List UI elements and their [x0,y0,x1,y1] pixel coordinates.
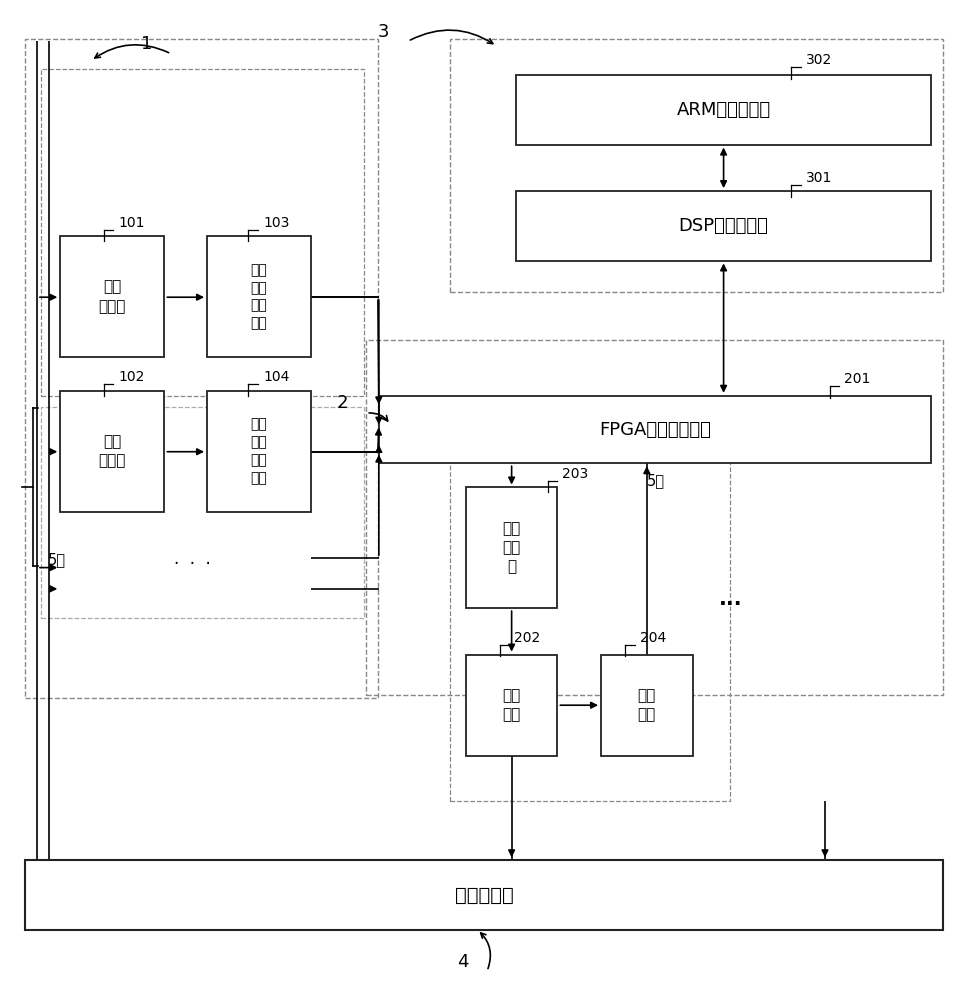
Bar [25,860,943,930]
Bar [601,655,693,756]
Bar [516,191,931,261]
Bar [366,340,943,695]
Text: 位置
信号
放大
电路: 位置 信号 放大 电路 [250,417,268,485]
Bar [60,391,165,512]
Text: 康复机械手: 康复机械手 [455,885,513,904]
Bar [41,407,364,618]
Text: 电机
驱动
器: 电机 驱动 器 [503,521,521,575]
Bar [379,396,931,463]
Bar [450,39,943,292]
Text: 202: 202 [514,631,541,645]
Bar [60,236,165,357]
Text: ·  ·  ·: · · · [174,555,210,573]
Text: 3: 3 [378,23,390,41]
Text: 101: 101 [118,216,144,230]
Bar [206,236,312,357]
Text: 4: 4 [457,953,468,971]
Text: 302: 302 [805,53,832,67]
Text: 301: 301 [805,171,832,185]
Bar [450,446,730,801]
Bar [206,391,312,512]
Text: 203: 203 [562,467,588,481]
Bar [41,69,364,396]
Text: 1: 1 [141,35,153,53]
Text: 104: 104 [263,370,289,384]
Text: 5套: 5套 [48,552,65,567]
Text: ···: ··· [719,594,742,614]
Text: 直流
电机: 直流 电机 [503,688,521,722]
Bar [466,487,557,608]
Text: 204: 204 [640,631,666,645]
Bar [516,75,931,145]
Text: 5套: 5套 [647,473,664,488]
Text: ARM嵌入式模块: ARM嵌入式模块 [677,101,770,119]
Bar [466,655,557,756]
Text: 磁编
码器: 磁编 码器 [638,688,656,722]
Text: 103: 103 [263,216,289,230]
Text: 力矩
信号
放大
电路: 力矩 信号 放大 电路 [250,263,268,331]
Bar [25,39,378,698]
Text: 201: 201 [844,372,871,386]
Text: 位置
传感器: 位置 传感器 [98,434,126,468]
Text: DSP嵌入式模块: DSP嵌入式模块 [679,217,768,235]
Text: 102: 102 [118,370,144,384]
Text: 2: 2 [336,394,348,412]
Text: FPGA底层控制芯片: FPGA底层控制芯片 [599,421,711,439]
Text: 力矩
传感器: 力矩 传感器 [98,280,126,314]
